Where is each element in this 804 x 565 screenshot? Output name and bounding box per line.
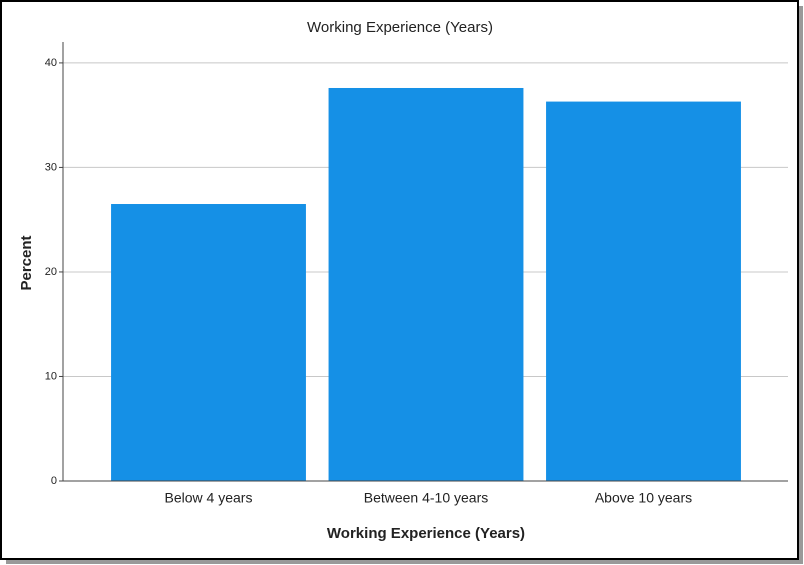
- x-tick-label: Between 4-10 years: [364, 490, 489, 506]
- bar: [111, 204, 306, 481]
- shadow: [6, 560, 803, 564]
- shadow: [799, 6, 803, 562]
- y-tick-label: 20: [45, 266, 57, 278]
- x-axis-title: Working Experience (Years): [327, 525, 525, 542]
- y-tick-label: 40: [45, 57, 57, 69]
- bar: [546, 101, 741, 481]
- x-tick-label: Below 4 years: [165, 490, 253, 506]
- y-tick-label: 0: [51, 475, 57, 487]
- y-tick-label: 30: [45, 161, 57, 173]
- chart-title: Working Experience (Years): [307, 19, 493, 36]
- bar: [328, 87, 524, 481]
- x-tick-label: Above 10 years: [595, 490, 692, 506]
- y-axis-title: Percent: [18, 235, 35, 290]
- y-tick-label: 10: [45, 370, 57, 382]
